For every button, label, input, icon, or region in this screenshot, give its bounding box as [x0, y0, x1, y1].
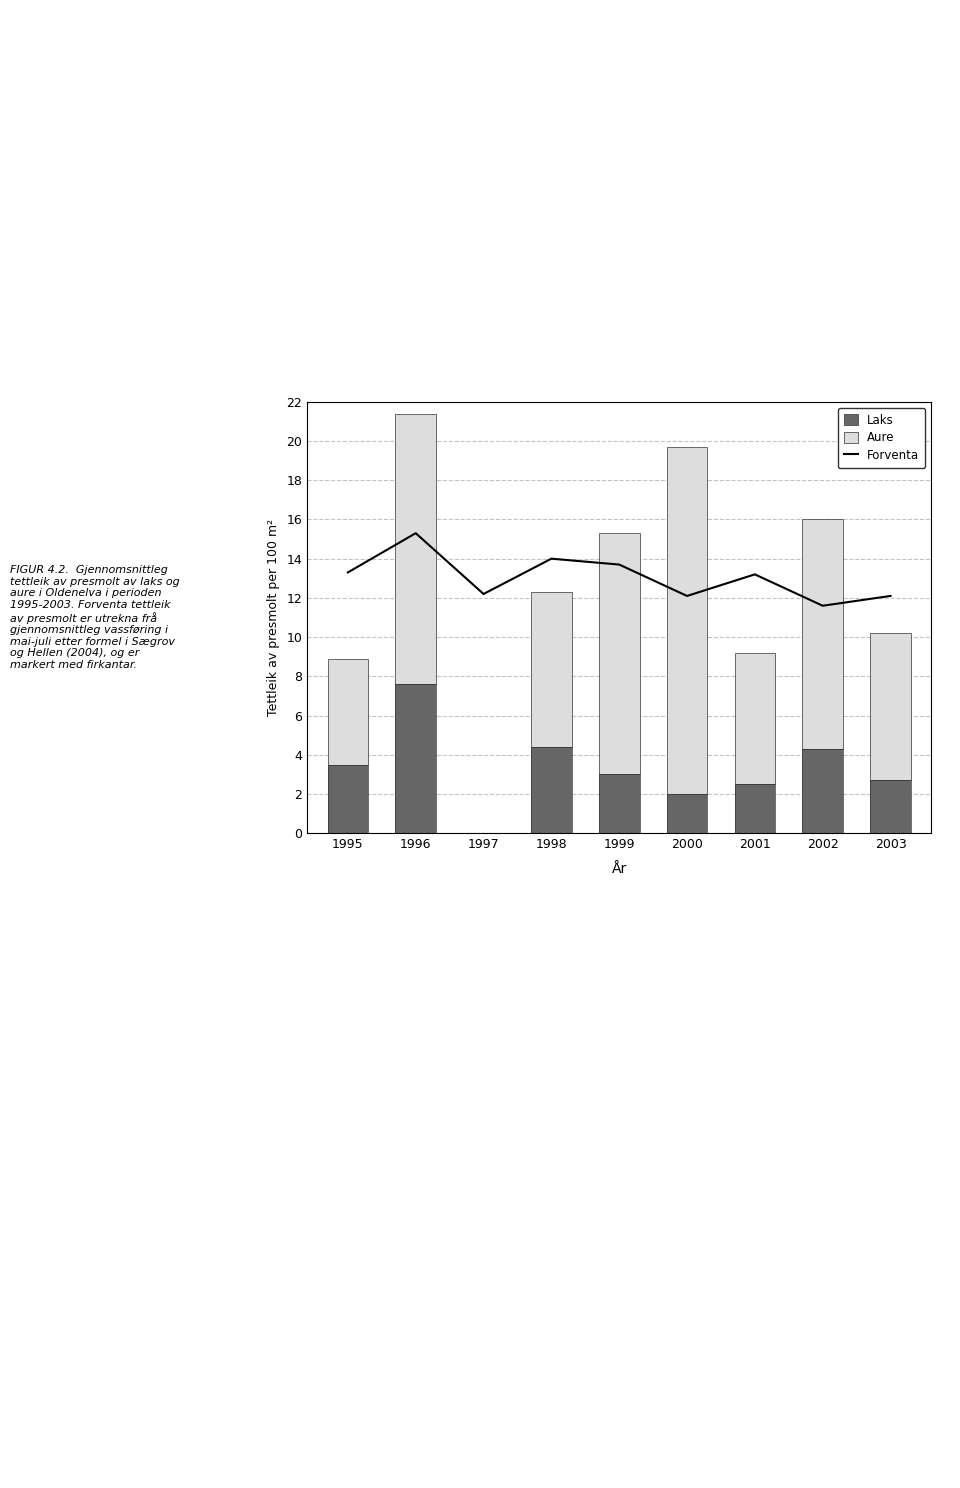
- Bar: [870, 780, 911, 833]
- Bar: [531, 592, 572, 747]
- Bar: [396, 684, 436, 833]
- Bar: [531, 747, 572, 833]
- Bar: [531, 747, 572, 833]
- Bar: [803, 748, 843, 833]
- Bar: [599, 774, 639, 833]
- Text: FIGUR 4.2.  Gjennomsnittleg
tettleik av presmolt av laks og
aure i Oldenelva i p: FIGUR 4.2. Gjennomsnittleg tettleik av p…: [10, 565, 180, 670]
- Legend: Laks, Aure, Forventa: Laks, Aure, Forventa: [838, 408, 925, 467]
- Y-axis label: Tettleik av presmolt per 100 m²: Tettleik av presmolt per 100 m²: [267, 519, 279, 716]
- Bar: [327, 765, 369, 833]
- Bar: [803, 748, 843, 833]
- Bar: [327, 765, 369, 833]
- Bar: [734, 653, 776, 784]
- Bar: [666, 795, 708, 833]
- Bar: [599, 774, 639, 833]
- Bar: [870, 780, 911, 833]
- Bar: [666, 795, 708, 833]
- X-axis label: År: År: [612, 862, 627, 876]
- Bar: [396, 684, 436, 833]
- Bar: [666, 446, 708, 795]
- Bar: [327, 659, 369, 765]
- Bar: [734, 784, 776, 833]
- Bar: [599, 533, 639, 774]
- Bar: [803, 519, 843, 748]
- Bar: [396, 414, 436, 684]
- Bar: [870, 634, 911, 780]
- Bar: [734, 784, 776, 833]
